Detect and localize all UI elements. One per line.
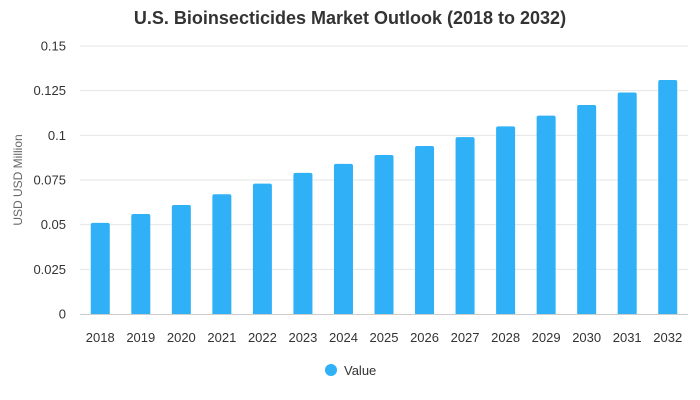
x-tick-label: 2024 <box>329 330 358 345</box>
y-tick-label: 0.15 <box>41 39 66 54</box>
x-tick-label: 2018 <box>86 330 115 345</box>
bar-2028[interactable] <box>496 126 516 315</box>
legend-label-value: Value <box>344 363 376 378</box>
x-tick-label: 2031 <box>613 330 642 345</box>
bar-2018[interactable] <box>90 222 110 314</box>
bar-2022[interactable] <box>252 183 272 314</box>
bars <box>90 79 678 315</box>
bar-2031[interactable] <box>617 92 637 314</box>
x-tick-label: 2028 <box>491 330 520 345</box>
x-tick-label: 2027 <box>451 330 480 345</box>
bar-2030[interactable] <box>577 104 597 315</box>
x-tick-label: 2032 <box>653 330 682 345</box>
x-tick-label: 2029 <box>532 330 561 345</box>
y-tick-label: 0 <box>59 307 66 322</box>
y-tick-label: 0.125 <box>33 83 66 98</box>
x-tick-label: 2021 <box>207 330 236 345</box>
x-axis-ticks: 2018 2019 2020 2021 2022 2023 2024 2025 2026 2027… <box>86 330 682 345</box>
x-tick-label: 2030 <box>572 330 601 345</box>
y-tick-label: 0.1 <box>48 128 66 143</box>
bar-2019[interactable] <box>131 213 151 314</box>
y-axis-ticks: 0 0.025 0.05 0.075 0.1 0.125 0.15 <box>33 39 66 322</box>
bar-2024[interactable] <box>333 163 353 314</box>
x-tick-label: 2025 <box>370 330 399 345</box>
bar-2027[interactable] <box>455 137 475 314</box>
bar-2025[interactable] <box>374 154 394 314</box>
legend-marker <box>325 364 337 376</box>
x-tick-label: 2023 <box>288 330 317 345</box>
x-tick-label: 2019 <box>126 330 155 345</box>
y-tick-label: 0.075 <box>33 173 66 188</box>
legend[interactable]: Value <box>325 363 376 378</box>
bar-2029[interactable] <box>536 115 556 315</box>
x-tick-label: 2026 <box>410 330 439 345</box>
bar-2023[interactable] <box>293 172 313 314</box>
chart-title: U.S. Bioinsecticides Market Outlook (201… <box>133 8 567 28</box>
y-axis-title: USD USD Million <box>11 134 25 225</box>
bar-2020[interactable] <box>171 205 191 314</box>
y-tick-label: 0.025 <box>33 262 66 277</box>
y-tick-label: 0.05 <box>41 217 66 232</box>
x-tick-label: 2020 <box>167 330 196 345</box>
bar-2032[interactable] <box>658 79 678 314</box>
bar-2021[interactable] <box>212 194 232 314</box>
bar-2026[interactable] <box>415 146 435 314</box>
x-tick-label: 2022 <box>248 330 277 345</box>
